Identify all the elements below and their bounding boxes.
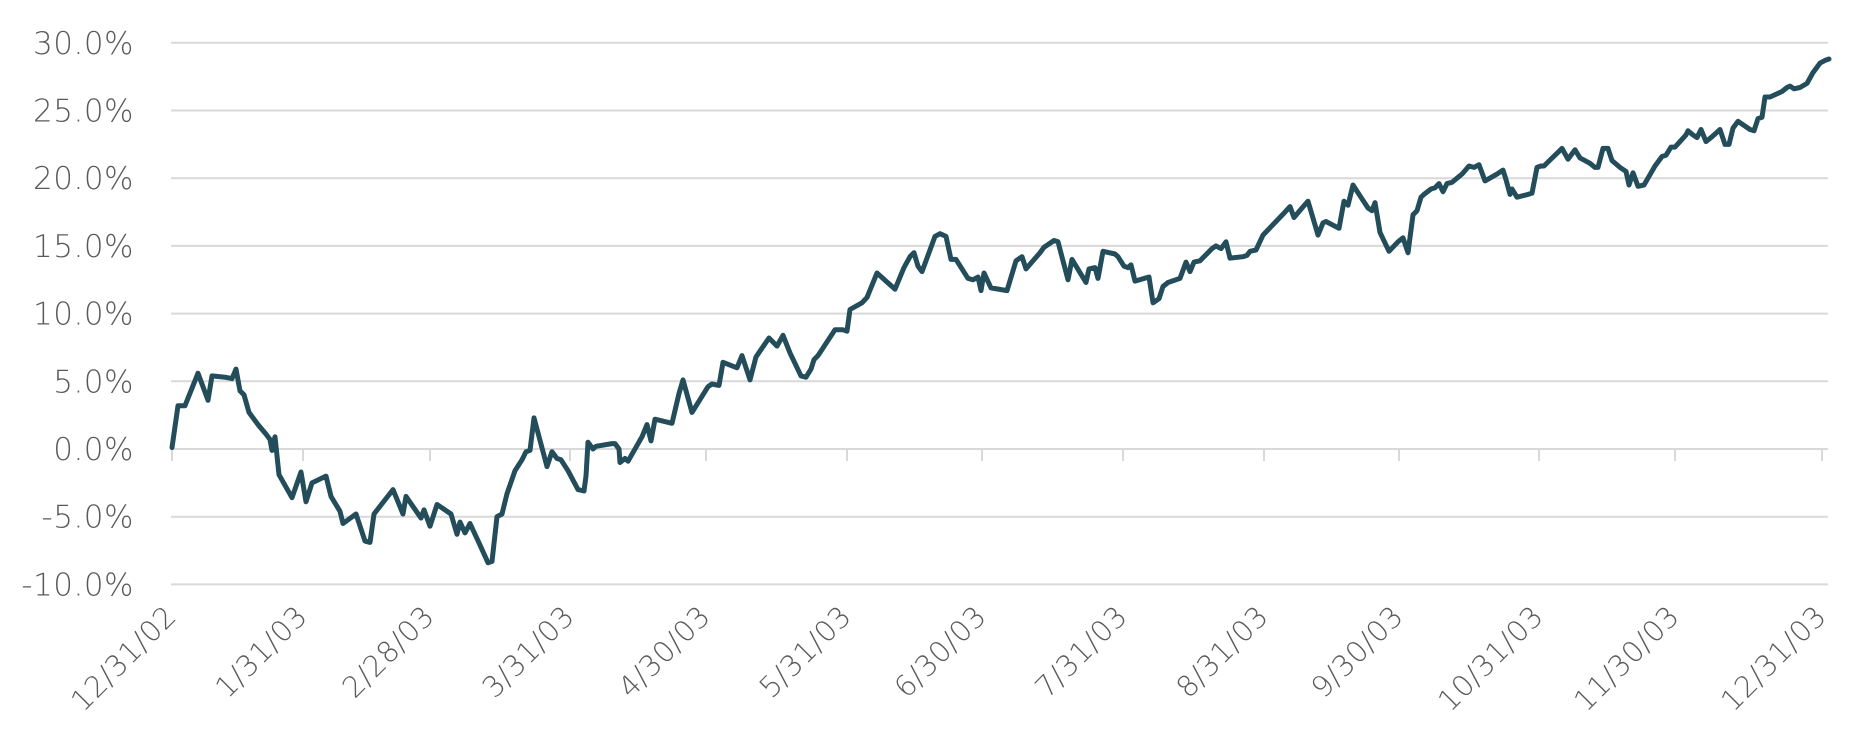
y-tick-label: -10.0% — [21, 567, 134, 603]
x-tick-label: 11/30/03 — [1567, 599, 1686, 718]
x-axis-ticks — [171, 449, 1823, 461]
y-tick-label: 25.0% — [33, 94, 134, 130]
x-tick-label: 4/30/03 — [611, 599, 717, 705]
x-tick-label: 12/31/02 — [64, 599, 183, 718]
x-tick-label: 6/30/03 — [887, 599, 993, 705]
y-tick-label: 5.0% — [53, 364, 134, 400]
y-tick-label: 15.0% — [33, 229, 134, 265]
y-axis-labels: 30.0% 25.0% 20.0% 15.0% 10.0% 5.0% 0.0% -5.0% -1… — [21, 26, 134, 604]
x-tick-label: 12/31/03 — [1714, 599, 1833, 718]
cumulative-return-line — [169, 56, 1832, 566]
y-tick-label: 30.0% — [33, 26, 134, 62]
y-tick-label: 0.0% — [53, 432, 134, 468]
y-tick-label: 20.0% — [33, 161, 134, 197]
x-tick-label: 8/31/03 — [1169, 599, 1275, 705]
x-tick-label: 10/31/03 — [1431, 599, 1550, 718]
x-tick-label: 7/31/03 — [1028, 599, 1134, 705]
y-gridlines — [171, 41, 1828, 586]
y-tick-label: 10.0% — [33, 297, 134, 333]
x-tick-label: 5/31/03 — [752, 599, 858, 705]
x-tick-label: 9/30/03 — [1304, 599, 1410, 705]
x-tick-label: 2/28/03 — [335, 599, 441, 705]
x-tick-label: 1/31/03 — [208, 599, 314, 705]
x-axis-labels: 12/31/02 1/31/03 2/28/03 3/31/03 4/30/03 5/31… — [64, 599, 1833, 718]
x-tick-label: 3/31/03 — [475, 599, 581, 705]
y-tick-label: -5.0% — [42, 500, 134, 536]
